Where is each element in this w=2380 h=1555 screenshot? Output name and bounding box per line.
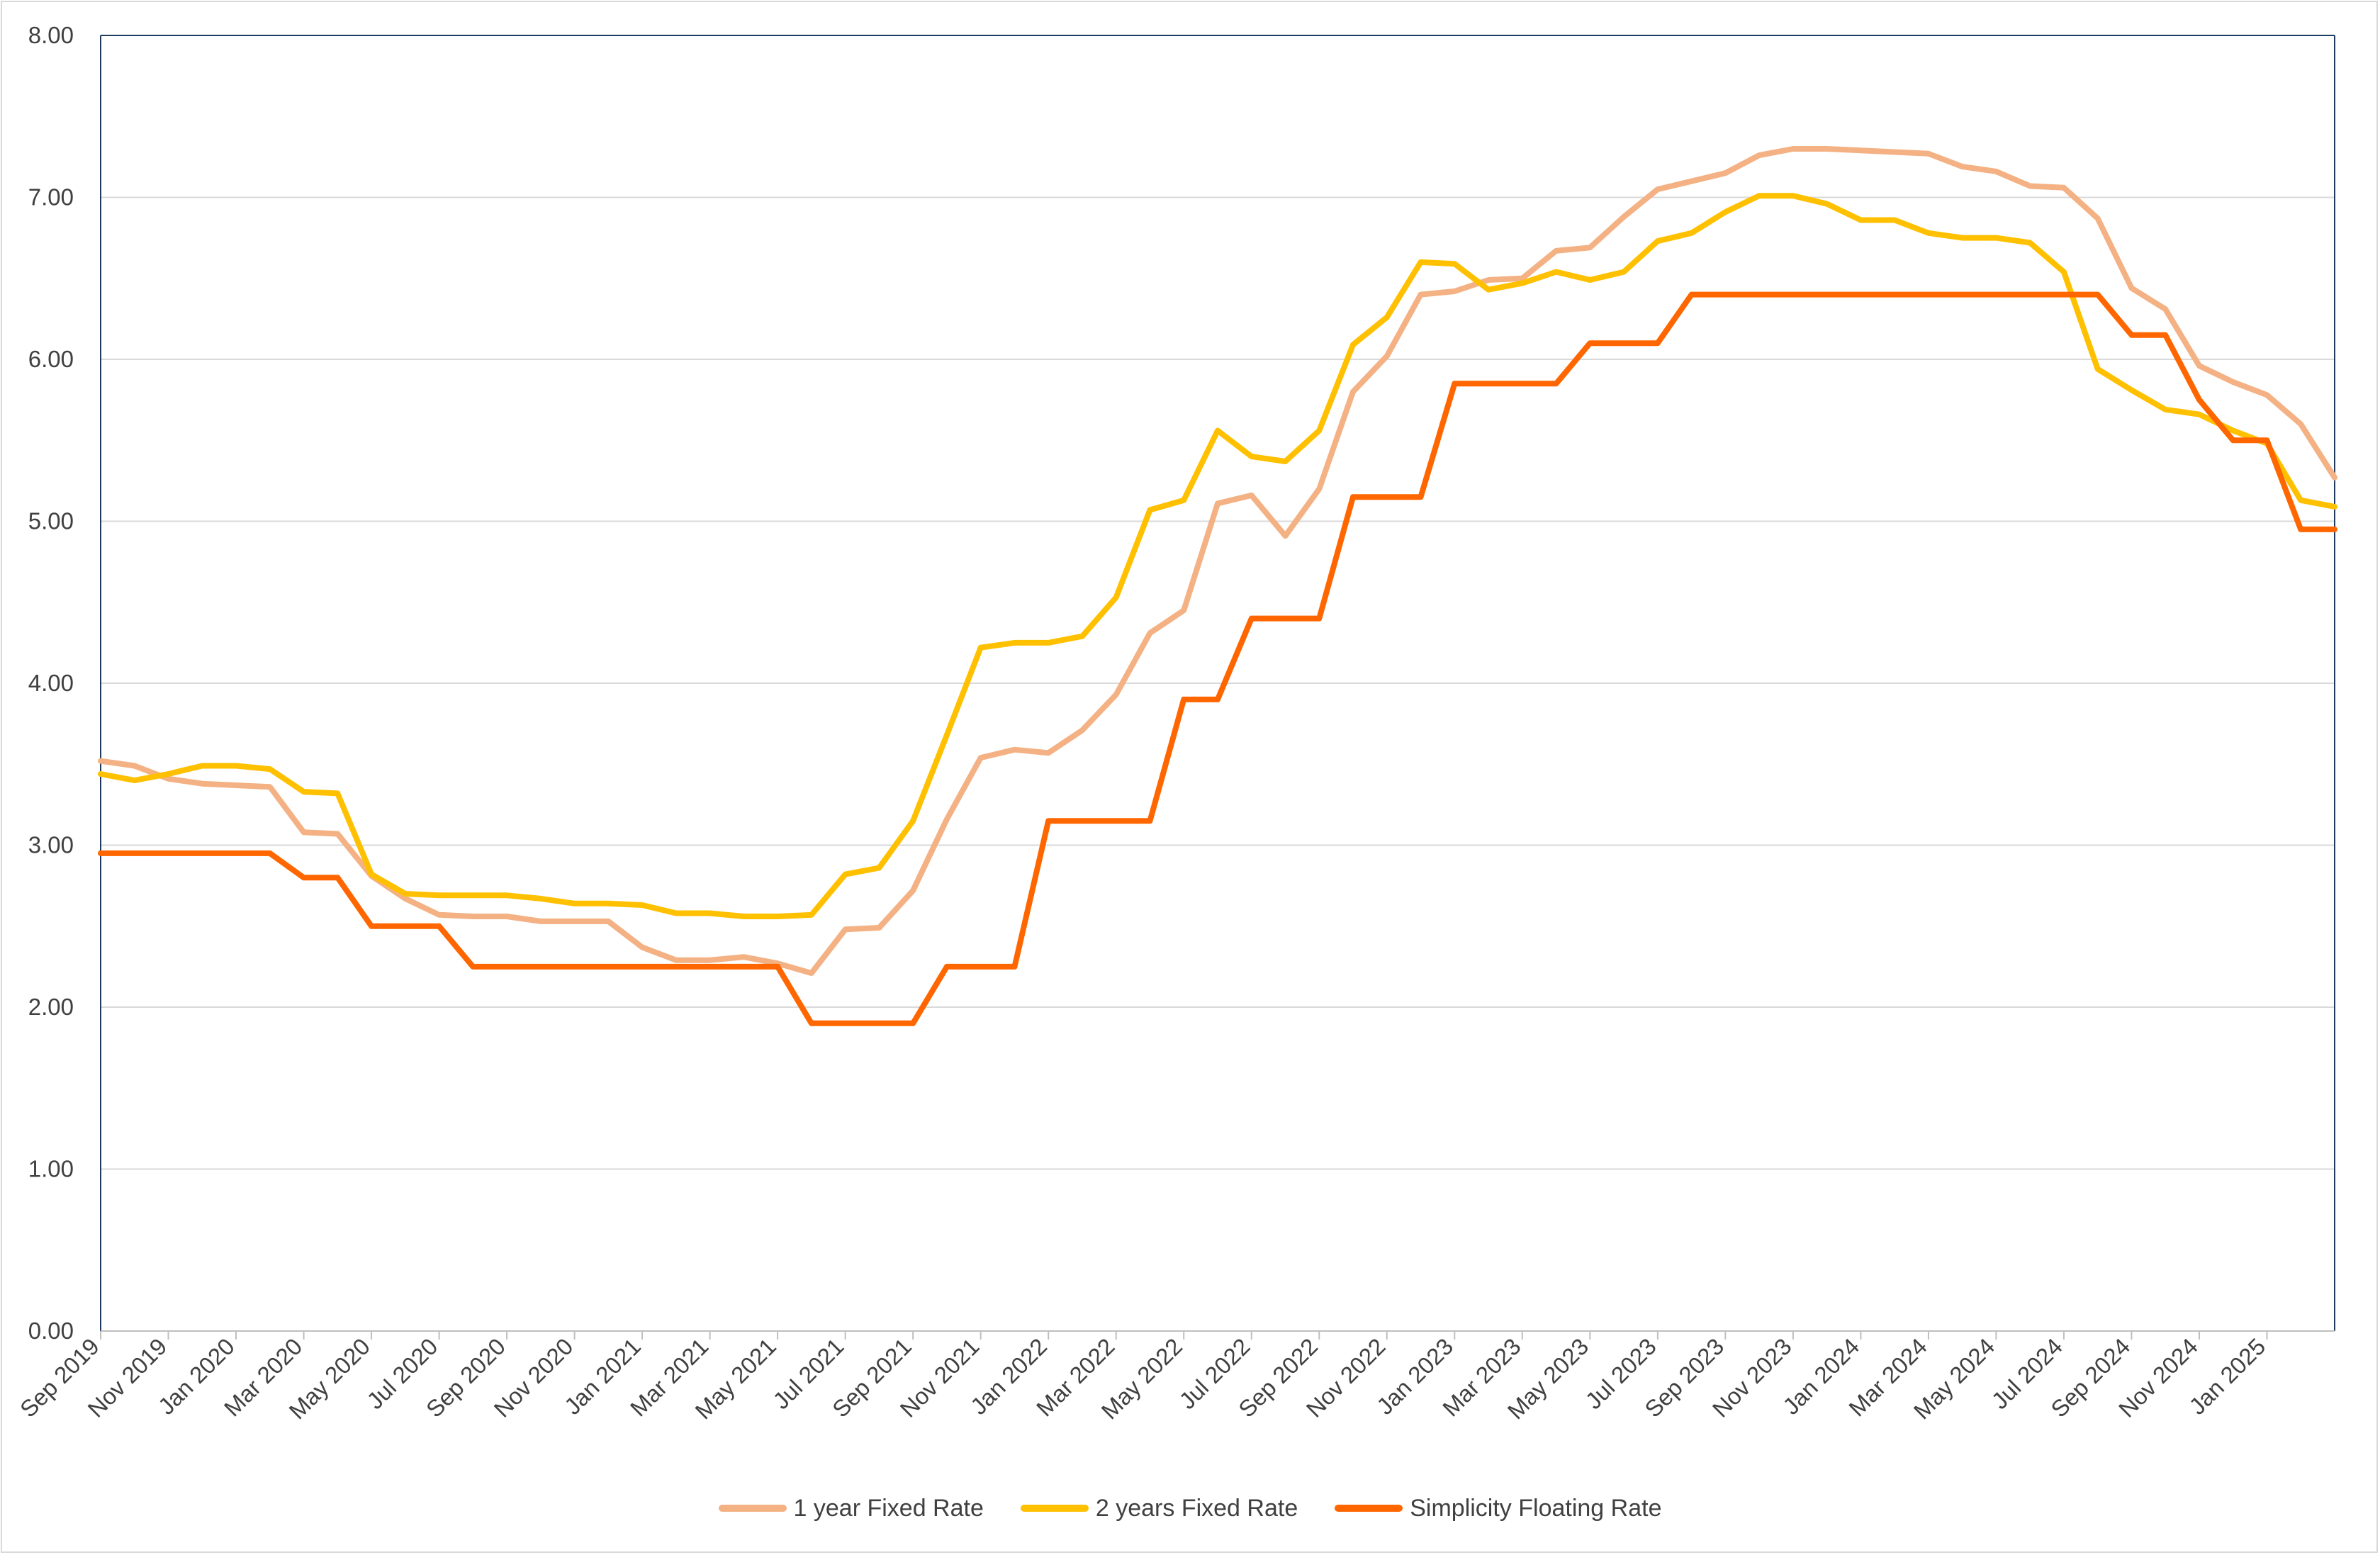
y-tick-label: 6.00 xyxy=(28,346,74,372)
y-tick-label: 3.00 xyxy=(28,832,74,858)
legend-label-2-years-fixed: 2 years Fixed Rate xyxy=(1095,1494,1298,1522)
series-line-1-year-fixed-rate xyxy=(98,146,2337,976)
legend-swatch-simplicity-floating xyxy=(1335,1505,1403,1512)
y-tick-label: 4.00 xyxy=(28,670,74,696)
gridlines xyxy=(101,35,2335,1170)
legend-label-1-year-fixed: 1 year Fixed Rate xyxy=(793,1494,984,1522)
y-tick-label: 0.00 xyxy=(28,1318,74,1344)
legend-swatch-1-year-fixed xyxy=(718,1505,787,1512)
legend: 1 year Fixed Rate 2 years Fixed Rate Sim… xyxy=(0,1487,2380,1529)
series-lines xyxy=(98,146,2337,1026)
series-line-2-years-fixed-rate xyxy=(98,193,2337,919)
y-tick-label: 2.00 xyxy=(28,994,74,1020)
y-tick-label: 7.00 xyxy=(28,184,74,210)
legend-item-2-years-fixed: 2 years Fixed Rate xyxy=(1020,1494,1298,1522)
series-line-simplicity-floating-rate xyxy=(98,291,2337,1026)
y-tick-label: 5.00 xyxy=(28,508,74,534)
axes xyxy=(100,35,2335,1340)
legend-item-simplicity-floating: Simplicity Floating Rate xyxy=(1335,1495,1661,1522)
y-tick-label: 8.00 xyxy=(28,22,74,48)
legend-swatch-2-years-fixed xyxy=(1020,1505,1089,1512)
y-tick-label: 1.00 xyxy=(28,1156,74,1182)
legend-item-1-year-fixed: 1 year Fixed Rate xyxy=(718,1494,984,1522)
y-axis-tick-labels: 0.00 1.00 2.00 3.00 4.00 5.00 6.00 7.00 8.00 xyxy=(28,22,74,1344)
legend-label-simplicity-floating: Simplicity Floating Rate xyxy=(1410,1494,1662,1522)
